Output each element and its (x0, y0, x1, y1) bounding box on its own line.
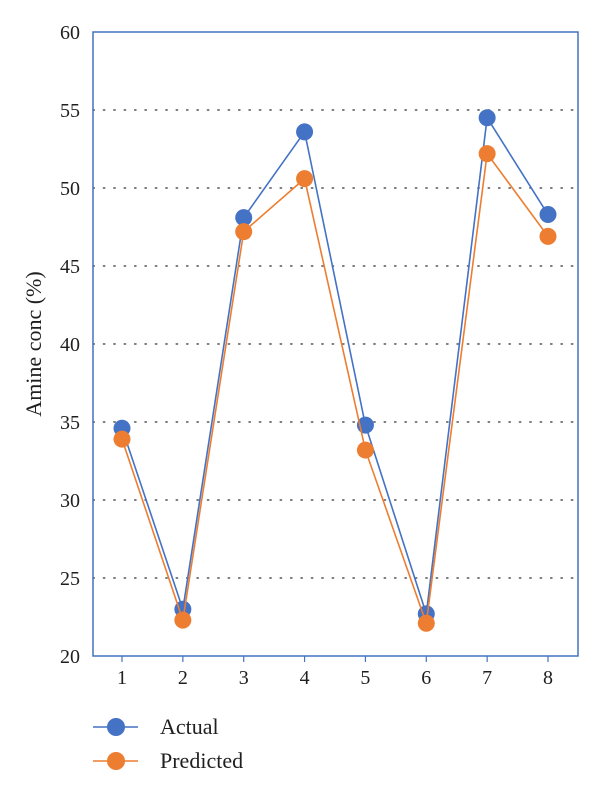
legend-marker (107, 752, 125, 770)
data-point (417, 614, 435, 632)
series-layer (113, 109, 557, 632)
legend: Actual Predicted (93, 714, 243, 773)
data-point (478, 145, 496, 163)
series-actual (113, 109, 557, 623)
legend-marker (107, 718, 125, 736)
series-line (121, 151, 549, 624)
y-tick-label: 55 (60, 100, 80, 122)
series-predicted (113, 145, 557, 632)
y-tick-label: 35 (60, 412, 80, 434)
data-point (356, 441, 374, 459)
y-tick-label: 50 (60, 178, 80, 200)
data-point (235, 223, 253, 241)
x-tick-label: 7 (482, 667, 492, 689)
y-tick-label: 60 (60, 22, 80, 44)
legend-item-actual: Actual (93, 714, 219, 739)
grid-lines (92, 109, 579, 579)
x-tick-label: 4 (300, 667, 310, 689)
y-tick-label: 40 (60, 334, 80, 356)
data-point (539, 227, 557, 245)
data-point (174, 611, 192, 629)
plot-frame (92, 31, 579, 657)
data-point (235, 209, 253, 227)
x-tick-label: 3 (239, 667, 249, 689)
y-axis-ticks: 20 25 30 35 40 45 50 55 60 (60, 22, 80, 668)
y-tick-label: 45 (60, 256, 80, 278)
x-tick-label: 5 (360, 667, 370, 689)
x-axis-ticks: 1 2 3 4 5 6 7 8 (117, 656, 553, 689)
y-tick-label: 20 (60, 646, 80, 668)
legend-label: Actual (160, 714, 219, 739)
data-point (296, 170, 314, 188)
x-tick-label: 1 (117, 667, 127, 689)
data-point (539, 206, 557, 224)
data-point (113, 430, 131, 448)
series-line (121, 115, 549, 615)
y-axis-title: Amine conc (%) (21, 271, 46, 416)
legend-item-predicted: Predicted (93, 748, 243, 773)
y-tick-label: 30 (60, 490, 80, 512)
y-tick-label: 25 (60, 568, 80, 590)
data-point (478, 109, 496, 127)
x-tick-label: 8 (543, 667, 553, 689)
x-tick-label: 6 (421, 667, 431, 689)
x-tick-label: 2 (178, 667, 188, 689)
legend-label: Predicted (160, 748, 243, 773)
data-point (296, 123, 314, 141)
